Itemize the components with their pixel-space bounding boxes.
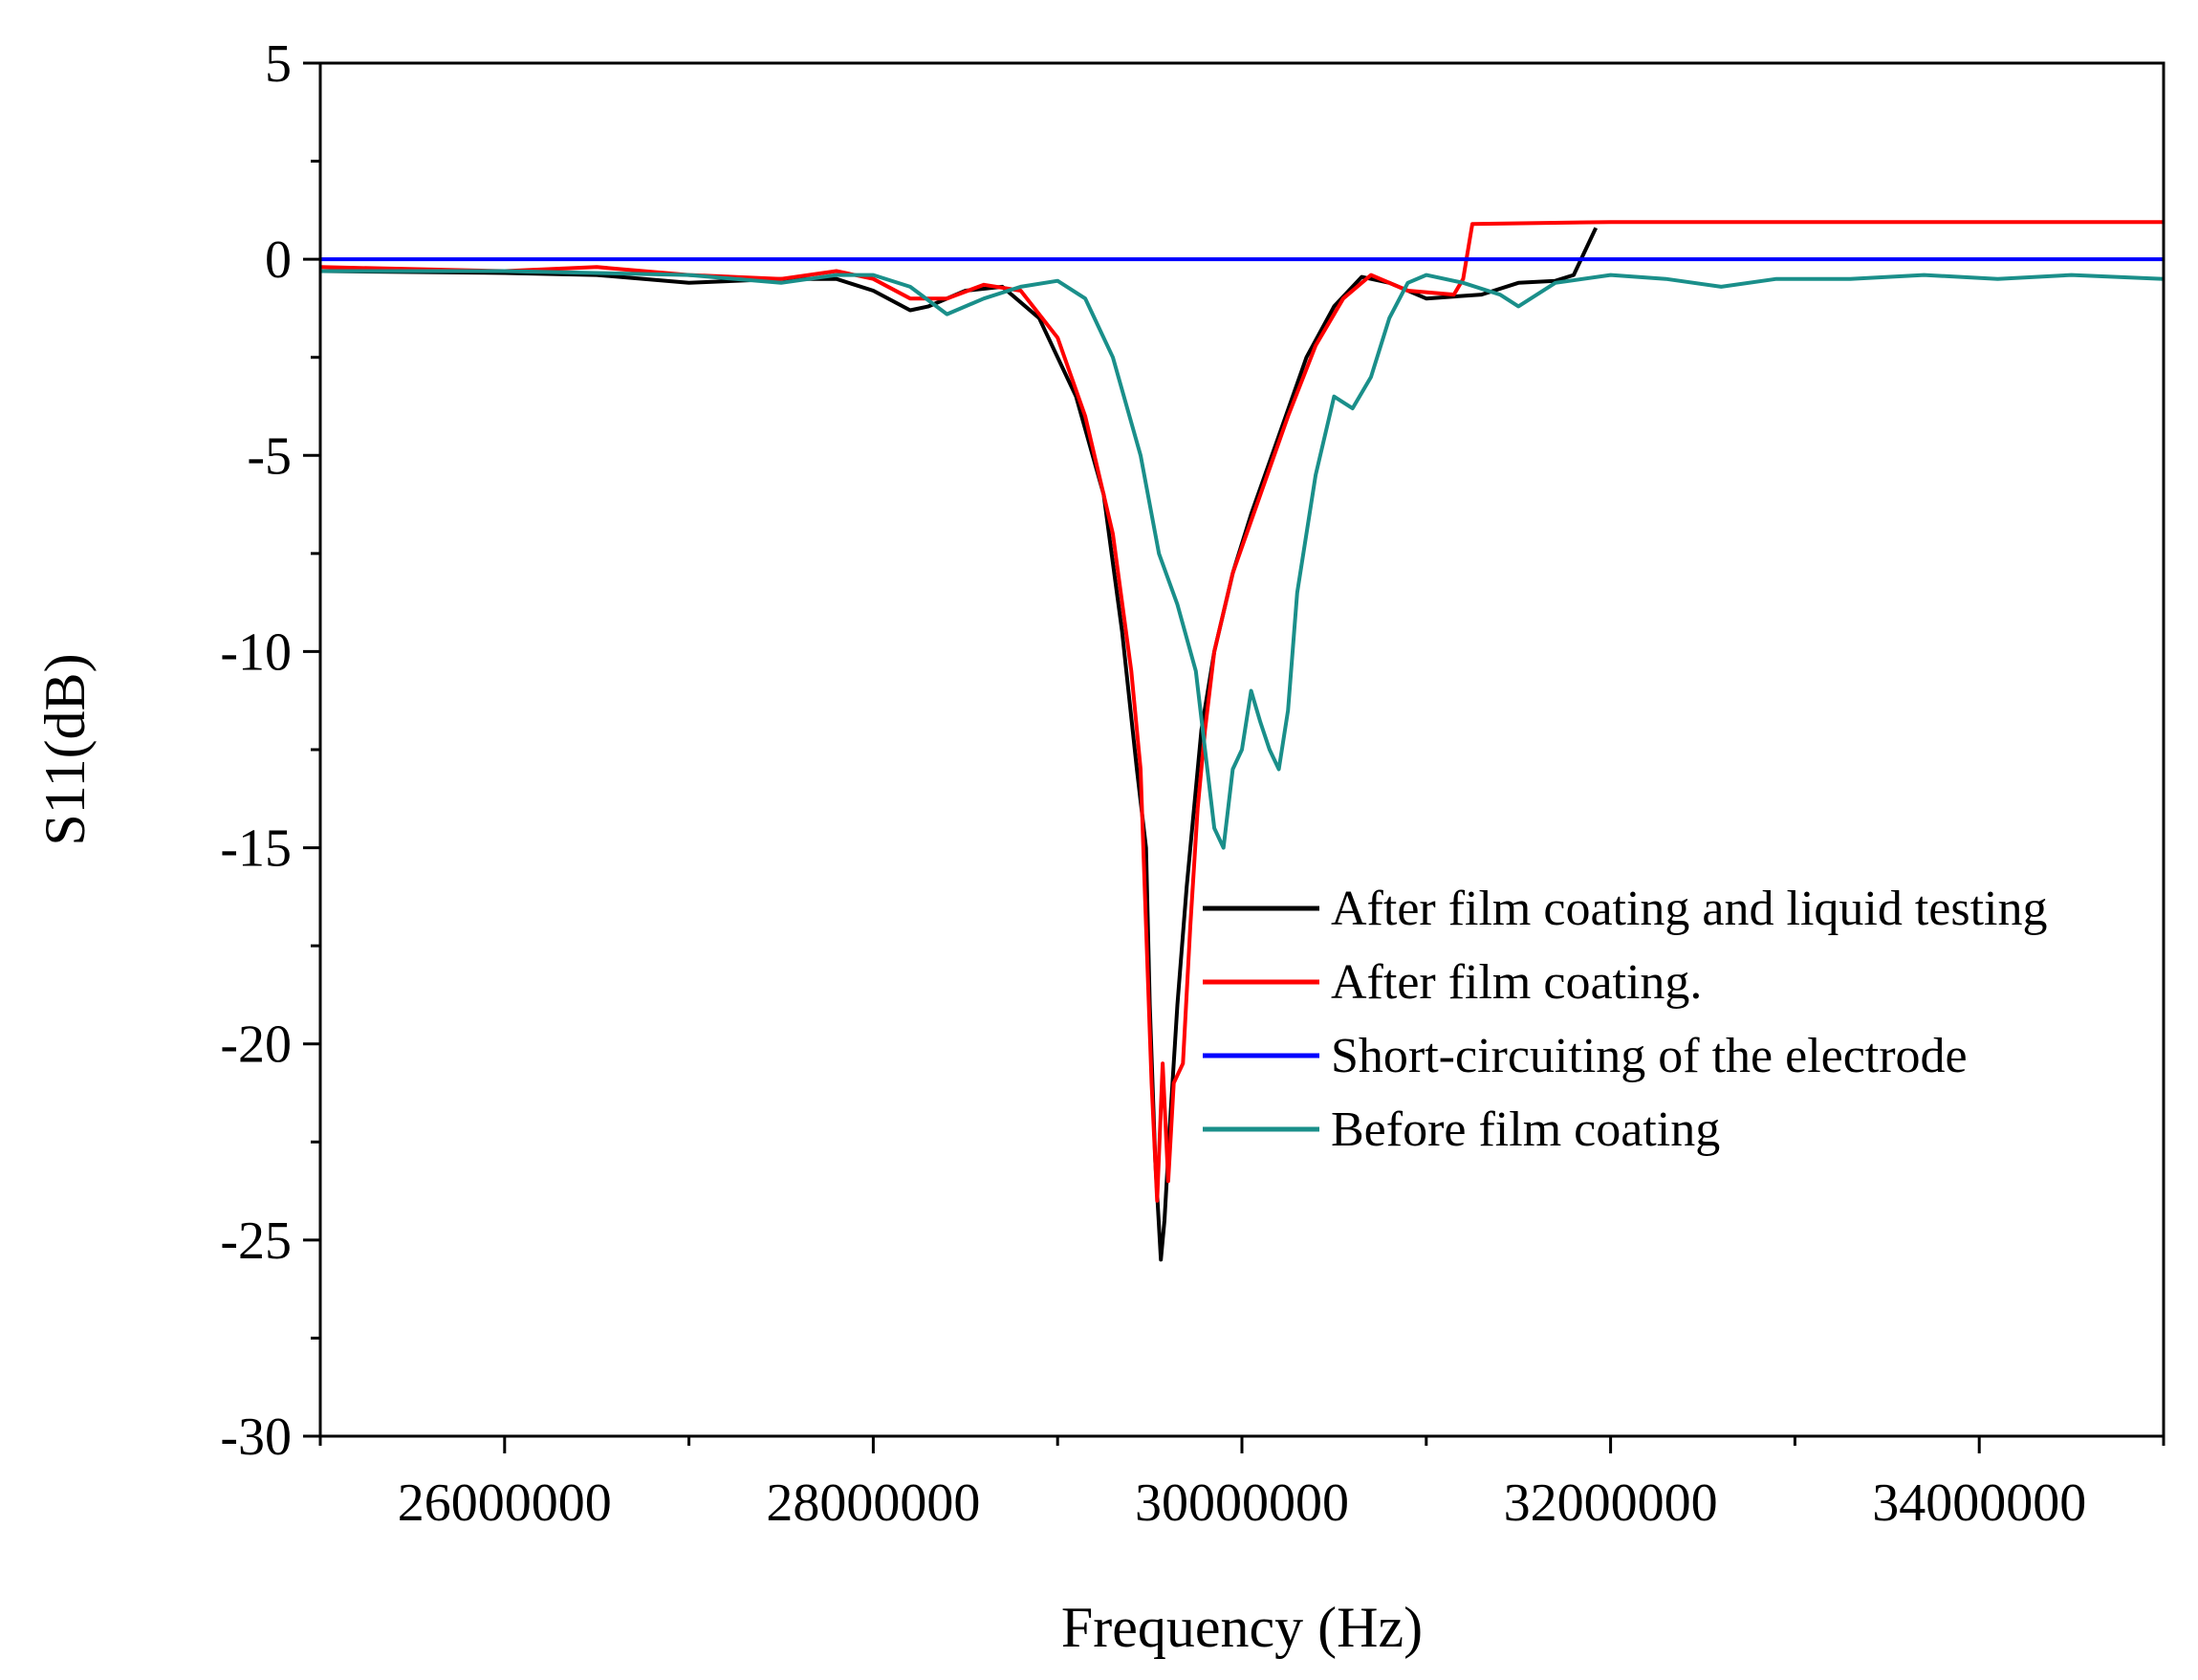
legend-label-3: Short-circuiting of the electrode [1331, 1029, 1968, 1083]
legend-label-4: Before film coating [1331, 1102, 1720, 1157]
y-tick-label: -5 [247, 426, 292, 486]
legend-label-2: After film coating. [1331, 955, 1702, 1010]
ticks-layer: 5 0 -5 -10 -15 -20 -25 -30 26000000 28000000 30000… [220, 34, 2165, 1533]
y-tick-label: -10 [220, 622, 292, 682]
series-layer [319, 220, 2165, 1262]
x-axis-title: Frequency (Hz) [1061, 1596, 1423, 1659]
series-line-4 [320, 269, 2165, 850]
x-tick-label: 26000000 [398, 1473, 612, 1533]
x-tick-label: 32000000 [1504, 1473, 1718, 1533]
y-tick-label: 5 [265, 34, 292, 94]
x-tick-label: 28000000 [766, 1473, 980, 1533]
y-tick-label: -15 [220, 819, 292, 879]
series-line-2 [319, 220, 2164, 1203]
y-tick-label: 0 [265, 230, 292, 290]
x-tick-label: 30000000 [1135, 1473, 1349, 1533]
y-tick-label: -30 [220, 1407, 292, 1467]
x-tick-label: 34000000 [1872, 1473, 2086, 1533]
y-tick-label: -25 [220, 1211, 292, 1271]
legend-label-1: After film coating and liquid testing [1331, 882, 2048, 936]
legend: After film coating and liquid testing Aft… [1203, 882, 2048, 1157]
y-axis-title: S11(dB) [33, 653, 97, 845]
y-tick-label: -20 [220, 1015, 292, 1075]
